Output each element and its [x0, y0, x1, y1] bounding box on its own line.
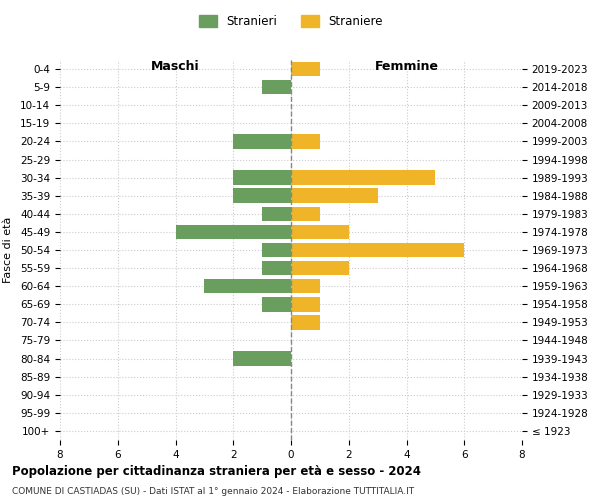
Bar — [291, 224, 349, 239]
Bar — [291, 297, 320, 312]
Bar — [233, 352, 291, 366]
Bar — [291, 315, 320, 330]
Bar — [291, 170, 436, 185]
Bar — [291, 279, 320, 293]
Bar — [233, 188, 291, 203]
Text: Popolazione per cittadinanza straniera per età e sesso - 2024: Popolazione per cittadinanza straniera p… — [12, 464, 421, 477]
Text: Maschi: Maschi — [151, 60, 200, 73]
Bar — [291, 62, 320, 76]
Bar — [262, 297, 291, 312]
Bar — [291, 134, 320, 148]
Y-axis label: Fasce di età: Fasce di età — [3, 217, 13, 283]
Bar — [233, 134, 291, 148]
Bar — [262, 261, 291, 276]
Bar — [176, 224, 291, 239]
Bar — [291, 243, 464, 257]
Bar — [291, 206, 320, 221]
Legend: Stranieri, Straniere: Stranieri, Straniere — [194, 10, 388, 33]
Bar — [233, 170, 291, 185]
Bar — [205, 279, 291, 293]
Text: Femmine: Femmine — [374, 60, 439, 73]
Bar — [262, 243, 291, 257]
Bar — [291, 188, 377, 203]
Text: COMUNE DI CASTIADAS (SU) - Dati ISTAT al 1° gennaio 2024 - Elaborazione TUTTITAL: COMUNE DI CASTIADAS (SU) - Dati ISTAT al… — [12, 487, 414, 496]
Bar — [291, 261, 349, 276]
Bar — [262, 206, 291, 221]
Bar — [262, 80, 291, 94]
